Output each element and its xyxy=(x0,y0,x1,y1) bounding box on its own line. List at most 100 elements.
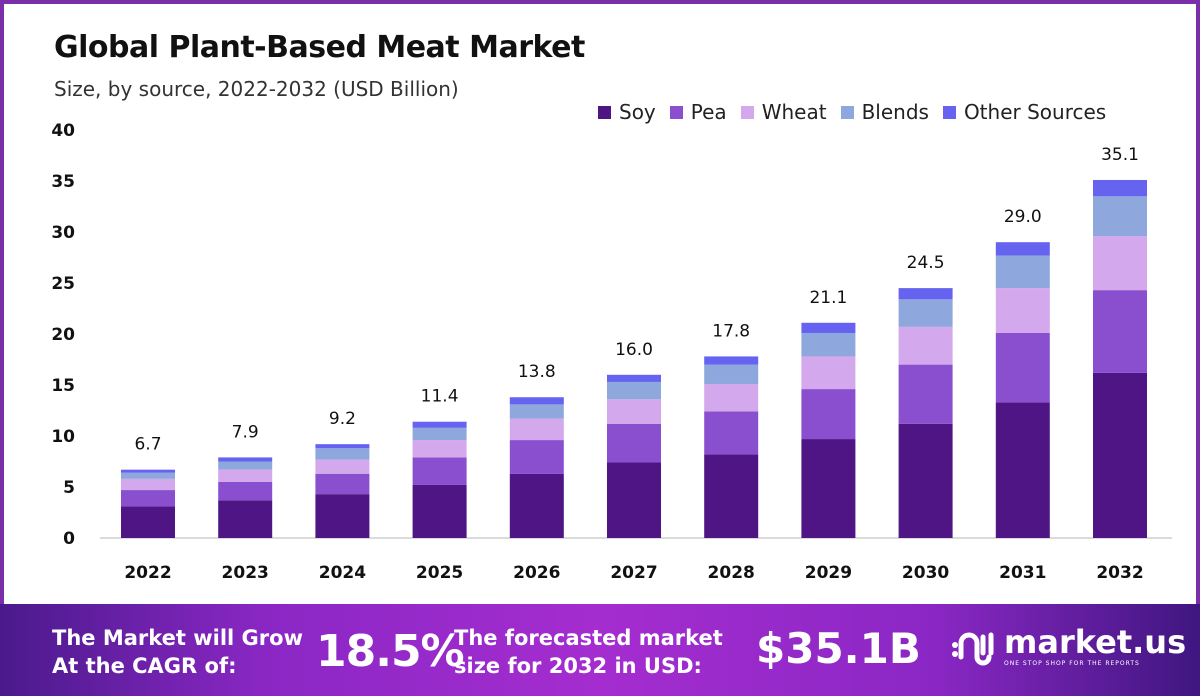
legend-item-wheat: Wheat xyxy=(740,100,827,124)
x-tick-label: 2032 xyxy=(1096,563,1143,583)
data-label: 13.8 xyxy=(518,362,556,382)
bar-segment-blends xyxy=(315,448,370,460)
bar-segment-other-sources xyxy=(218,457,273,462)
forecast-label: The forecasted market size for 2032 in U… xyxy=(454,624,723,680)
data-label: 16.0 xyxy=(615,340,653,360)
x-tick-label: 2028 xyxy=(708,563,755,583)
bar-segment-wheat xyxy=(898,326,953,365)
market-us-logo-icon xyxy=(952,632,994,665)
bar-segment-other-sources xyxy=(704,356,759,365)
bar-segment-wheat xyxy=(995,288,1050,333)
bar-segment-soy xyxy=(995,402,1050,538)
bar-segment-wheat xyxy=(801,356,856,390)
bar-segment-blends xyxy=(412,427,467,441)
cagr-label-line2: At the CAGR of: xyxy=(52,654,237,678)
legend-swatch-soy xyxy=(598,105,611,119)
y-tick-label: 35 xyxy=(51,172,75,192)
legend-label-other-sources: Other Sources xyxy=(963,100,1107,124)
bar-segment-other-sources xyxy=(801,322,856,333)
legend-label-soy: Soy xyxy=(619,100,656,124)
bar-segment-pea xyxy=(412,457,467,485)
bar-segment-pea xyxy=(315,473,370,495)
cagr-label-line1: The Market will Grow xyxy=(52,626,303,650)
legend-label-pea: Pea xyxy=(690,100,727,124)
bar-segment-pea xyxy=(898,364,953,424)
cagr-label: The Market will Grow At the CAGR of: xyxy=(52,624,303,680)
data-label: 21.1 xyxy=(809,288,847,308)
bar-segment-soy xyxy=(218,500,273,538)
bar-segment-pea xyxy=(509,440,564,474)
bar-segment-soy xyxy=(801,439,856,538)
bar-segment-soy xyxy=(315,494,370,538)
bar-segment-wheat xyxy=(121,478,175,491)
bar-segment-other-sources xyxy=(607,374,661,382)
bar-segment-soy xyxy=(121,506,175,538)
x-tick-label: 2027 xyxy=(610,563,657,583)
legend-swatch-blends xyxy=(840,105,854,119)
data-label: 11.4 xyxy=(421,387,459,407)
bar-segment-wheat xyxy=(607,399,661,424)
data-label: 24.5 xyxy=(907,253,945,273)
stacked-bar-chart: 05101520253035406.720227.920239.2202411.… xyxy=(51,121,1172,583)
logo-name: market.us xyxy=(1004,623,1187,661)
bar-segment-blends xyxy=(121,472,175,479)
bar-segment-soy xyxy=(412,484,467,538)
bar-segment-other-sources xyxy=(315,444,370,449)
x-tick-label: 2026 xyxy=(513,563,560,583)
bar-segment-blends xyxy=(995,255,1050,289)
legend: Soy Pea Wheat Blends Other Sources xyxy=(598,100,1120,124)
bar-segment-pea xyxy=(1093,290,1147,373)
logo-tagline: ONE STOP SHOP FOR THE REPORTS xyxy=(1004,660,1140,667)
data-label: 7.9 xyxy=(232,422,259,442)
x-tick-label: 2030 xyxy=(902,563,949,583)
bar-segment-blends xyxy=(704,364,759,384)
y-tick-label: 10 xyxy=(51,427,75,447)
legend-swatch-pea xyxy=(669,105,683,119)
chart-subtitle: Size, by source, 2022-2032 (USD Billion) xyxy=(54,77,459,101)
bar-segment-wheat xyxy=(412,440,467,458)
bar-segment-soy xyxy=(1093,372,1147,538)
bar-segment-blends xyxy=(898,299,953,327)
y-tick-label: 5 xyxy=(63,478,75,498)
legend-item-pea: Pea xyxy=(669,100,727,124)
legend-swatch-wheat xyxy=(740,105,754,119)
data-label: 17.8 xyxy=(712,321,750,341)
bar-segment-pea xyxy=(607,423,661,463)
legend-label-wheat: Wheat xyxy=(761,100,827,124)
y-tick-label: 25 xyxy=(51,274,75,294)
data-label: 35.1 xyxy=(1101,145,1139,165)
bar-segment-wheat xyxy=(509,418,564,441)
data-label: 9.2 xyxy=(329,409,356,429)
bar-segment-other-sources xyxy=(995,242,1050,256)
footer-banner: The Market will Grow At the CAGR of: 18.… xyxy=(0,604,1200,696)
forecast-label-line1: The forecasted market xyxy=(454,626,723,650)
chart-title: Global Plant-Based Meat Market xyxy=(54,30,585,65)
legend-swatch-other-sources xyxy=(942,105,956,119)
y-tick-label: 0 xyxy=(63,529,75,549)
legend-item-blends: Blends xyxy=(840,100,929,124)
y-tick-label: 40 xyxy=(51,121,75,141)
x-tick-label: 2022 xyxy=(124,563,171,583)
bar-segment-wheat xyxy=(1093,236,1147,291)
forecast-label-line2: size for 2032 in USD: xyxy=(454,654,702,678)
bar-segment-other-sources xyxy=(898,288,953,300)
x-tick-label: 2031 xyxy=(999,563,1046,583)
legend-item-soy: Soy xyxy=(598,100,656,124)
bar-segment-pea xyxy=(121,490,175,507)
bar-segment-pea xyxy=(801,389,856,440)
bar-segment-pea xyxy=(218,481,273,501)
data-label: 29.0 xyxy=(1004,207,1042,227)
bar-segment-other-sources xyxy=(121,469,175,473)
x-tick-label: 2023 xyxy=(222,563,269,583)
y-tick-label: 15 xyxy=(51,376,75,396)
bar-segment-other-sources xyxy=(1093,179,1147,197)
bar-segment-pea xyxy=(995,332,1050,403)
bar-segment-wheat xyxy=(704,383,759,412)
legend-label-blends: Blends xyxy=(861,100,929,124)
bar-segment-other-sources xyxy=(509,397,564,405)
bar-segment-blends xyxy=(801,332,856,357)
y-tick-label: 30 xyxy=(51,223,75,243)
x-tick-label: 2025 xyxy=(416,563,463,583)
data-label: 6.7 xyxy=(134,435,161,455)
market-us-logo[interactable]: market.us ONE STOP SHOP FOR THE REPORTS xyxy=(950,626,1186,667)
